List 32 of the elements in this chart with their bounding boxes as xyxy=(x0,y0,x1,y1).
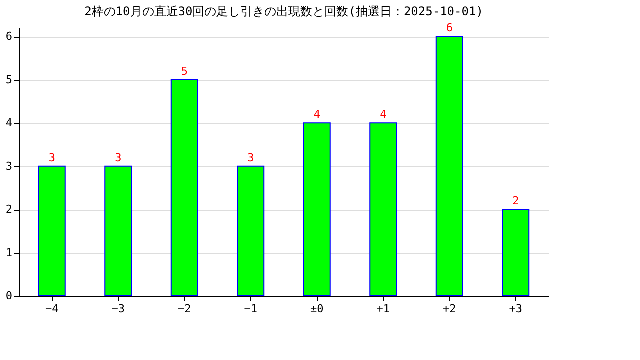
bar xyxy=(436,36,464,296)
bar xyxy=(303,122,331,296)
y-tick-label: 0 xyxy=(6,290,12,302)
bar xyxy=(502,209,530,296)
x-tick-label: −2 xyxy=(178,302,192,316)
y-tick-label: 5 xyxy=(6,73,12,86)
data-label: 3 xyxy=(248,151,254,164)
data-label: 3 xyxy=(115,151,122,164)
x-tick-label: +3 xyxy=(509,302,522,316)
data-label: 5 xyxy=(181,64,188,78)
x-tick-label: −1 xyxy=(244,302,258,316)
data-label: 6 xyxy=(446,22,453,35)
bar xyxy=(38,166,66,296)
bar xyxy=(370,122,398,296)
x-tick-label: −3 xyxy=(112,302,125,316)
x-tick-label: −4 xyxy=(46,302,60,316)
bar xyxy=(104,166,132,296)
data-label: 4 xyxy=(380,108,388,122)
x-tick-label: ±0 xyxy=(310,302,324,316)
data-label: 2 xyxy=(512,194,520,208)
data-label: 3 xyxy=(48,151,56,164)
bar xyxy=(237,166,265,296)
chart-title: 2枠の10月の直近30回の足し引きの出現数と回数(抽選日：2025-10-01) xyxy=(84,4,484,19)
y-tick-label: 2 xyxy=(6,203,12,216)
y-tick-label: 3 xyxy=(6,160,12,173)
y-tick-label: 4 xyxy=(6,116,13,130)
y-tick-label: 1 xyxy=(6,246,12,260)
x-tick-label: +2 xyxy=(443,302,456,316)
bar xyxy=(170,79,198,296)
x-tick-label: +1 xyxy=(376,302,390,316)
y-tick-label: 6 xyxy=(6,30,12,44)
data-label: 4 xyxy=(314,108,321,122)
